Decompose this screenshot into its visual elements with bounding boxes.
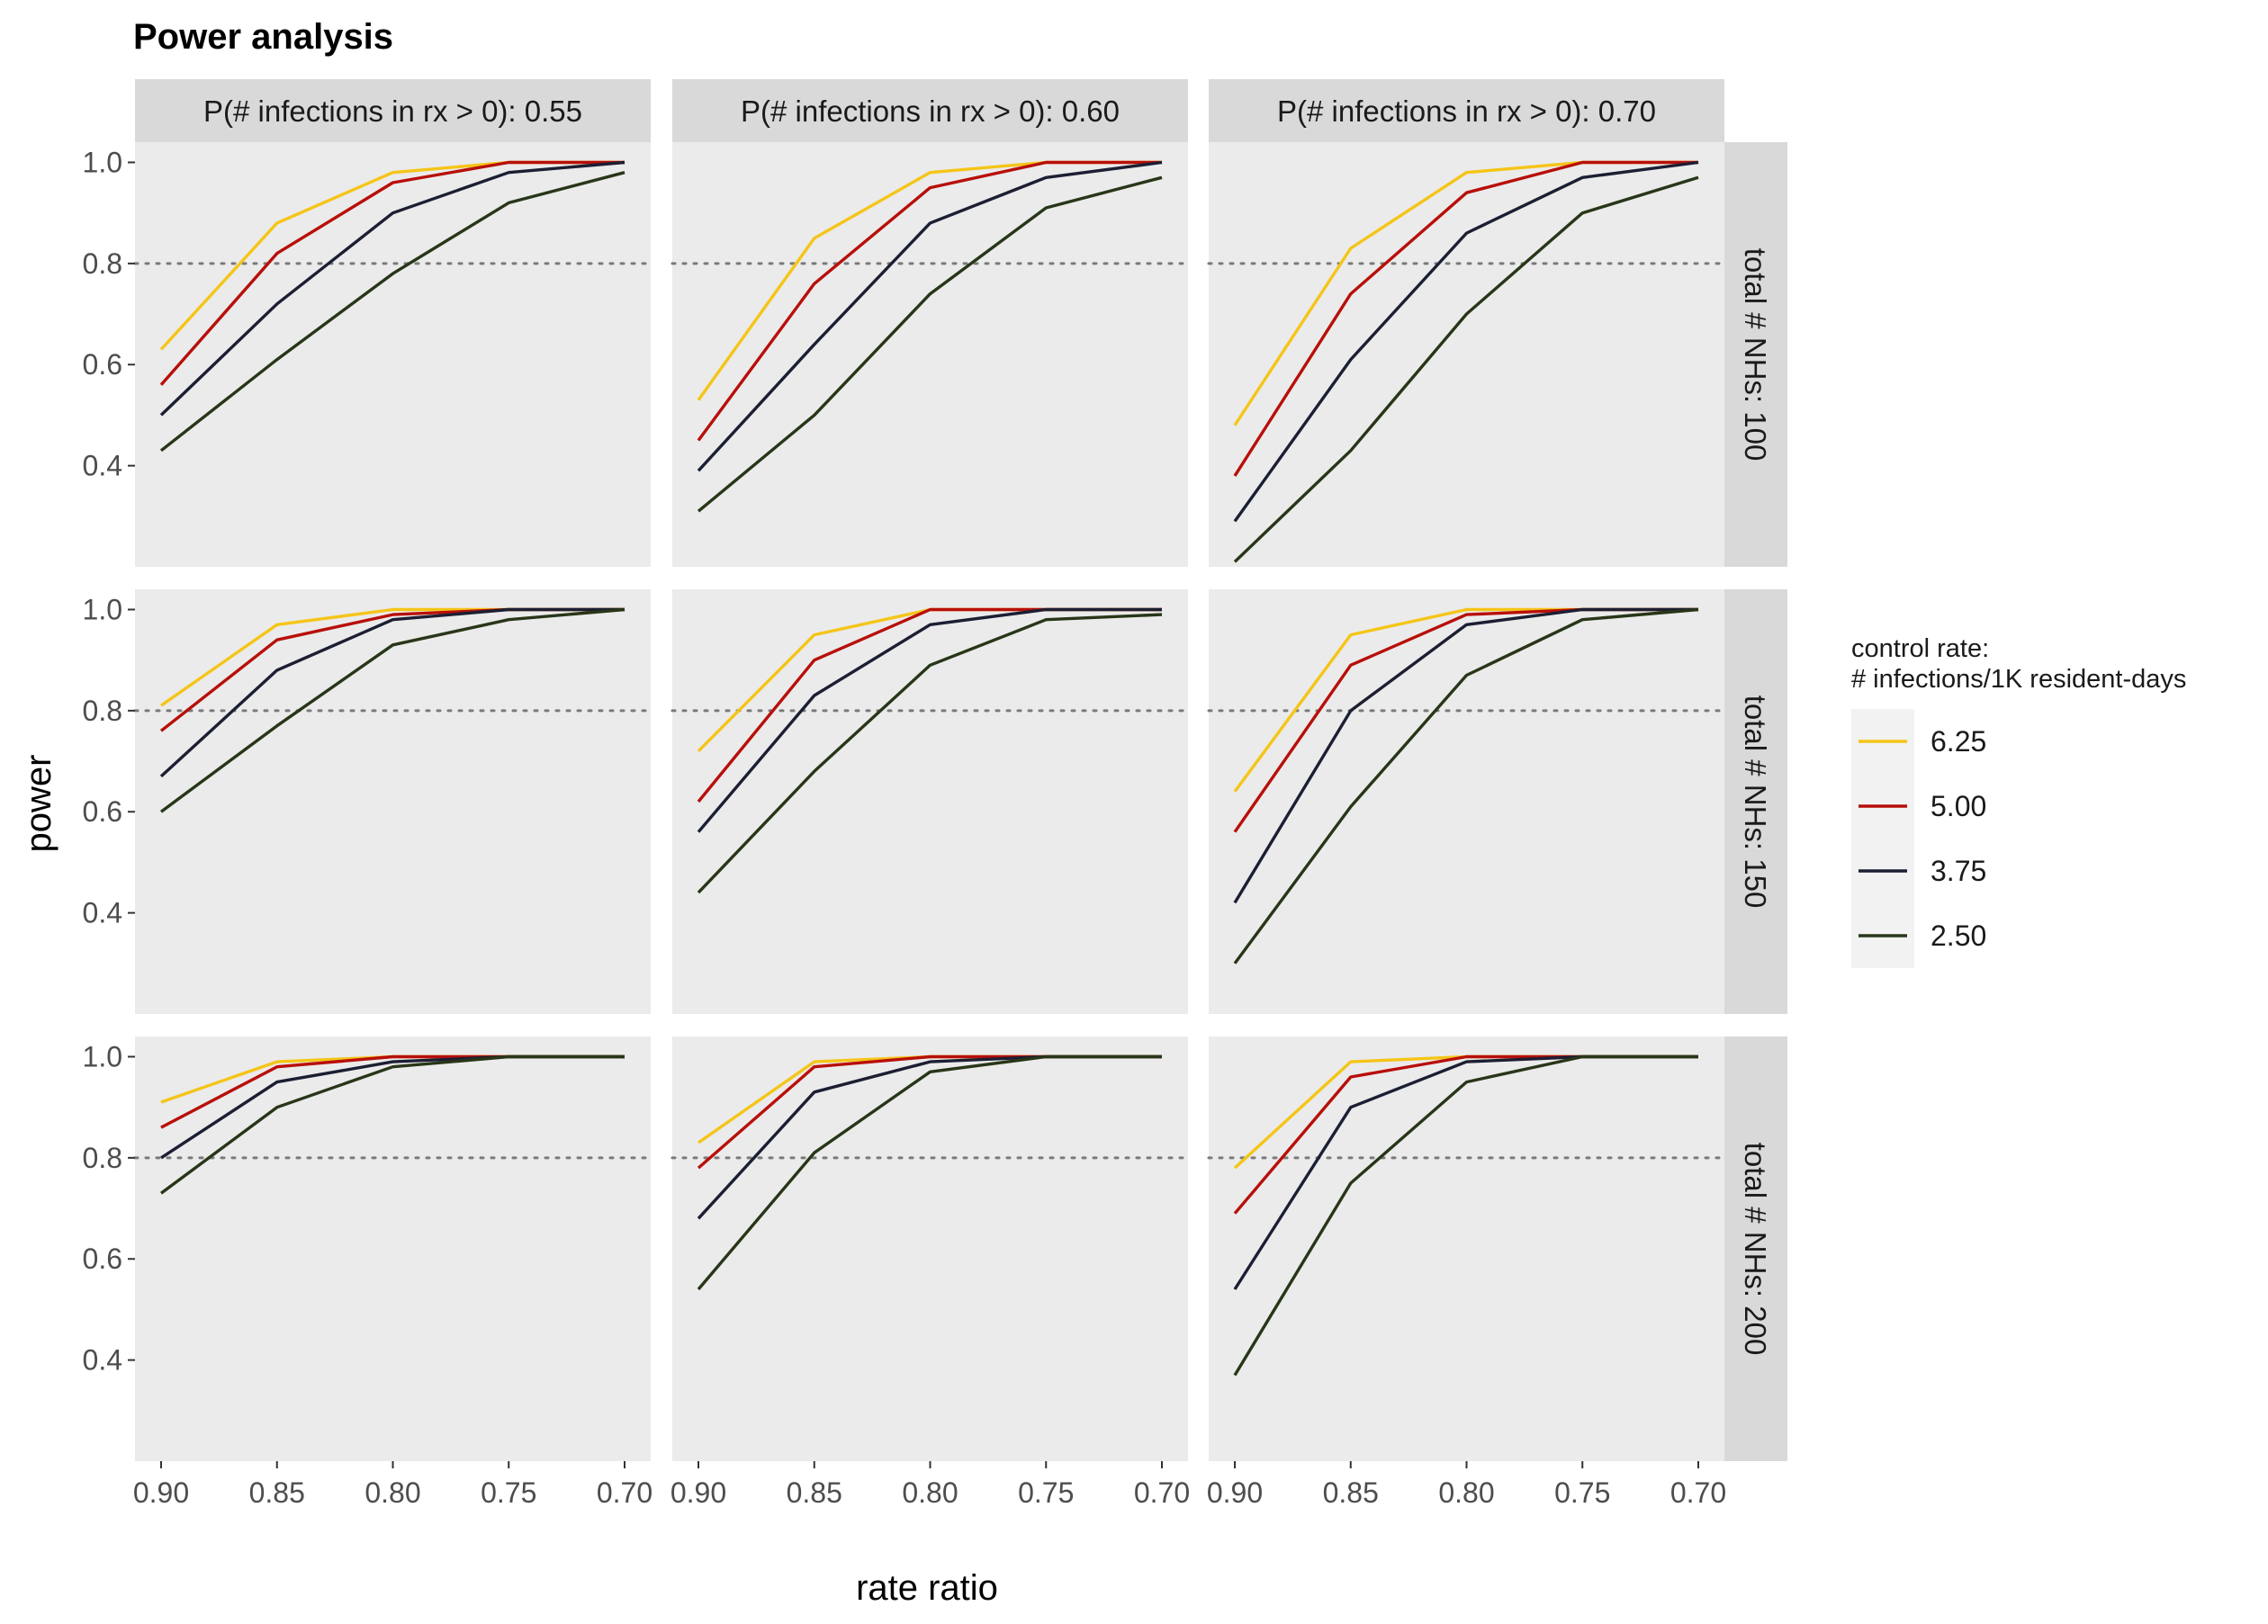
- series-line-2-50-r2-c2: [1233, 1054, 1698, 1377]
- facet-strip-row-2: [1724, 1036, 1787, 1461]
- panel-background-r0-c2: [1209, 142, 1724, 567]
- series-line-5-00-r0-c1: [697, 160, 1162, 442]
- y-tick-label: 0.6: [83, 1243, 122, 1275]
- facet-strip-row-0: [1724, 142, 1787, 567]
- series-line-2-50-r2-c0: [159, 1054, 625, 1195]
- legend-title-line-0: control rate:: [1851, 634, 1989, 663]
- facet-strip-col-label-0: P(# infections in rx > 0): 0.55: [203, 94, 582, 128]
- y-axis-title: power: [19, 755, 58, 853]
- facet-strip-col-label-1: P(# infections in rx > 0): 0.60: [741, 94, 1120, 128]
- panel-background-r2-c2: [1209, 1036, 1724, 1461]
- y-tick-label: 0.4: [83, 897, 122, 929]
- x-tick-label: 0.75: [1018, 1476, 1074, 1509]
- y-tick-label: 1.0: [83, 593, 122, 625]
- y-tick-label: 0.8: [83, 695, 122, 727]
- series-line-2-50-r2-c1: [697, 1054, 1162, 1291]
- panel-background-r1-c1: [672, 589, 1188, 1014]
- x-tick-label: 0.70: [1134, 1476, 1190, 1509]
- y-tick-label: 1.0: [83, 146, 122, 178]
- panel-background-r1-c0: [135, 589, 651, 1014]
- x-tick-label: 0.80: [364, 1476, 420, 1509]
- x-tick-label: 0.70: [597, 1476, 652, 1509]
- x-tick-label: 0.85: [1323, 1476, 1379, 1509]
- legend-label-0: 6.25: [1930, 725, 1986, 758]
- series-line-2-50-r1-c2: [1233, 607, 1699, 965]
- y-tick-label: 0.4: [83, 1344, 122, 1377]
- series-line-2-50-r1-c1: [697, 613, 1163, 894]
- facet-strip-row-label-1: total # NHs: 150: [1739, 695, 1772, 909]
- facet-strip-col-2: [1209, 79, 1724, 142]
- x-tick-label: 0.90: [1207, 1476, 1263, 1509]
- facet-strip-row-label-0: total # NHs: 100: [1739, 248, 1772, 462]
- y-tick-label: 0.8: [83, 1142, 122, 1174]
- legend-label-2: 3.75: [1930, 855, 1986, 887]
- facet-strip-row-1: [1724, 589, 1787, 1014]
- panel-background-r0-c1: [672, 142, 1188, 567]
- facet-strip-col-1: [672, 79, 1188, 142]
- series-line-2-50-r0-c2: [1233, 175, 1699, 563]
- series-line-5-00-r0-c2: [1233, 160, 1698, 477]
- panel-background-r2-c0: [135, 1036, 651, 1461]
- series-line-3-75-r1-c0: [159, 607, 625, 778]
- panel-background-r0-c0: [135, 142, 651, 567]
- x-tick-label: 0.75: [1554, 1476, 1610, 1509]
- series-line-3-75-r0-c2: [1233, 160, 1699, 523]
- facet-strip-col-0: [135, 79, 651, 142]
- x-axis-title: rate ratio: [856, 1568, 998, 1608]
- panel-background-r2-c1: [672, 1036, 1188, 1461]
- x-tick-label: 0.90: [670, 1476, 726, 1509]
- panel-background-r1-c2: [1209, 589, 1724, 1014]
- x-tick-label: 0.80: [1438, 1476, 1494, 1509]
- x-tick-label: 0.85: [249, 1476, 305, 1509]
- legend-label-3: 2.50: [1930, 920, 1986, 952]
- x-tick-label: 0.80: [902, 1476, 958, 1509]
- series-line-3-75-r1-c1: [697, 607, 1162, 833]
- facet-strip-row-label-2: total # NHs: 200: [1739, 1143, 1772, 1356]
- x-tick-label: 0.70: [1670, 1476, 1726, 1509]
- legend-title-line-1: # infections/1K resident-days: [1851, 665, 2186, 694]
- y-tick-label: 0.6: [83, 348, 122, 381]
- series-line-2-50-r1-c0: [159, 607, 626, 813]
- x-tick-label: 0.75: [481, 1476, 536, 1509]
- series-line-3-75-r0-c0: [159, 160, 626, 417]
- series-line-2-50-r0-c0: [159, 171, 626, 453]
- legend: control rate:# infections/1K resident-da…: [1851, 634, 2186, 968]
- y-tick-label: 0.4: [83, 450, 122, 482]
- series-line-5-00-r0-c0: [159, 160, 625, 386]
- series-line-2-50-r0-c1: [697, 175, 1163, 513]
- legend-label-1: 5.00: [1930, 790, 1986, 822]
- facet-strip-col-label-2: P(# infections in rx > 0): 0.70: [1277, 94, 1656, 128]
- y-tick-label: 1.0: [83, 1040, 122, 1072]
- y-tick-label: 0.6: [83, 795, 122, 828]
- x-tick-label: 0.85: [787, 1476, 842, 1509]
- chart-title: Power analysis: [133, 17, 393, 57]
- x-tick-label: 0.90: [133, 1476, 189, 1509]
- series-line-3-75-r1-c2: [1233, 607, 1698, 904]
- y-tick-label: 0.8: [83, 247, 122, 280]
- series-line-3-75-r0-c1: [697, 160, 1163, 472]
- facet-grid: P(# infections in rx > 0): 0.55 P(# infec…: [83, 79, 1787, 1509]
